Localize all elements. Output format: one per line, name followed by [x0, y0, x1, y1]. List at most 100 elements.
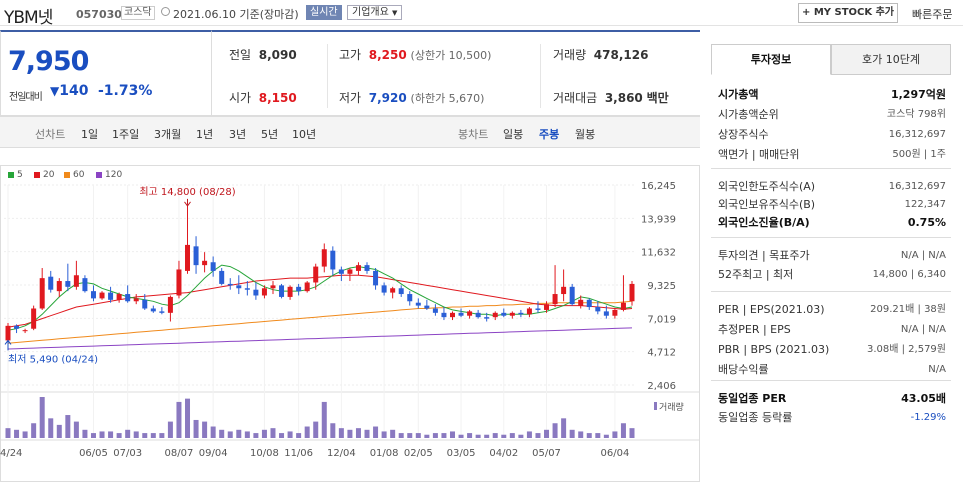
period-3y[interactable]: 3년 [229, 128, 247, 141]
candle-body [595, 307, 601, 312]
candle-body [313, 266, 319, 283]
down-arrow-icon: ▼ [50, 84, 60, 98]
quick-order-link[interactable]: 빠른주문 [912, 8, 953, 21]
volume-bar [90, 433, 96, 438]
x-tick-label: 11/06 [284, 448, 313, 459]
candle-body [167, 296, 173, 313]
x-tick-label: 06/05 [79, 448, 108, 459]
volume-bar [398, 433, 404, 438]
candle-body [22, 330, 28, 332]
candle-body [39, 278, 45, 309]
candle-body [407, 294, 413, 302]
candle-body [321, 249, 327, 267]
candle-body [475, 312, 481, 318]
candle-body [569, 286, 575, 305]
info-row: 배당수익률 N/A [718, 361, 946, 379]
candle-monthly[interactable]: 월봉 [575, 128, 596, 141]
candle-body [415, 302, 421, 306]
realtime-button[interactable]: 실시간 [306, 5, 342, 20]
stock-header: YBM넷 057030 코스닥 2021.06.10 기준(장마감) 실시간 기… [0, 0, 963, 28]
candle-body [99, 292, 105, 299]
legend-ma60: 60 [64, 170, 84, 180]
stat-amount: 거래대금 3,860 백만 [553, 91, 669, 105]
volume-bar [415, 433, 421, 438]
y-tick-label: 11,632 [641, 248, 676, 259]
info-row: 시가총액순위 코스닥 798위 [718, 106, 946, 124]
period-3m[interactable]: 3개월 [154, 128, 182, 141]
candle-body [185, 244, 191, 271]
stat-low: 저가 7,920 (하한가 5,670) [339, 91, 485, 105]
low-annotation: 최저 5,490 (04/24) [8, 353, 98, 365]
tab-investment-info[interactable]: 투자정보 [711, 44, 831, 75]
my-stock-add-button[interactable]: + MY STOCK 추가 [798, 3, 898, 23]
stock-name: YBM넷 [4, 8, 53, 28]
info-row-label: PBR | BPS (2021.03) [718, 343, 830, 356]
candle-daily[interactable]: 일봉 [503, 128, 524, 141]
price-change-pct: -1.73% [98, 83, 153, 99]
volume-bar [509, 433, 515, 438]
volume-bar [31, 423, 37, 438]
candle-body [544, 304, 550, 310]
volume-bar [432, 433, 438, 438]
info-row-value: 16,312,697 [888, 129, 946, 140]
candle-body [535, 308, 541, 310]
volume-bar [133, 431, 139, 438]
volume-bar [236, 429, 242, 438]
candle-body [108, 292, 114, 300]
stock-chart[interactable]: 16,245 13,939 11,632 9,325 7,019 4,712 2,406 04… [0, 165, 700, 482]
period-1d[interactable]: 1일 [81, 128, 99, 141]
info-row: 상장주식수 16,312,697 [718, 126, 946, 144]
volume-bar [612, 431, 618, 438]
info-row-label: PER | EPS(2021.03) [718, 303, 825, 316]
period-1y[interactable]: 1년 [196, 128, 214, 141]
volume-bar [56, 424, 62, 438]
price-change: ▼140 [50, 83, 89, 99]
volume-bar [5, 428, 11, 438]
candle-body [125, 294, 131, 302]
volume-bar [330, 423, 336, 438]
info-row-value: 43.05배 [901, 392, 946, 405]
info-row-label: 배당수익률 [718, 363, 769, 376]
info-row: 동일업종 PER 43.05배 [718, 390, 946, 408]
volume-bar [467, 433, 473, 438]
candle-body [90, 291, 96, 299]
volume-bar [313, 421, 319, 438]
volume-bar [296, 433, 302, 438]
volume-bar [449, 431, 455, 438]
info-row-value: N/A | N/A [900, 324, 946, 335]
period-1w[interactable]: 1주일 [112, 128, 140, 141]
legend-ma120: 120 [96, 170, 122, 180]
x-tick-label: 04/24 [0, 448, 22, 459]
volume-bar [185, 398, 191, 438]
candle-body [501, 312, 507, 316]
tab-quote-10[interactable]: 호가 10단계 [831, 44, 951, 75]
ma120-line [7, 327, 633, 350]
candle-body [612, 309, 618, 316]
period-5y[interactable]: 5년 [261, 128, 279, 141]
low-arrowhead-icon [4, 339, 12, 345]
info-row-label: 상장주식수 [718, 128, 769, 141]
candle-body [261, 288, 267, 296]
legend-ma20: 20 [34, 170, 54, 180]
ma60-line [7, 300, 633, 344]
period-10y[interactable]: 10년 [292, 128, 317, 141]
info-row-label: 시가총액 [718, 88, 759, 101]
info-row: 52주최고 | 최저 14,800 | 6,340 [718, 266, 946, 284]
y-tick-label: 4,712 [647, 348, 676, 359]
volume-bar [159, 433, 165, 438]
volume-bar [373, 426, 379, 438]
candle-body [381, 285, 387, 293]
candle-body [14, 325, 20, 329]
volume-bar [603, 434, 609, 438]
candle-body [65, 281, 71, 287]
info-row-value: 0.75% [907, 216, 946, 229]
info-row: 시가총액 1,297억원 [718, 86, 946, 104]
candle-body [552, 294, 558, 305]
info-row-label: 동일업종 등락률 [718, 411, 793, 424]
info-row-label: 투자의견 | 목표주가 [718, 249, 810, 262]
volume-bar [629, 428, 635, 438]
candle-body [561, 286, 567, 295]
candle-weekly[interactable]: 주봉 [539, 128, 560, 141]
corp-info-dropdown[interactable]: 기업개요 ▼ [347, 5, 403, 20]
candle-body [219, 270, 225, 284]
